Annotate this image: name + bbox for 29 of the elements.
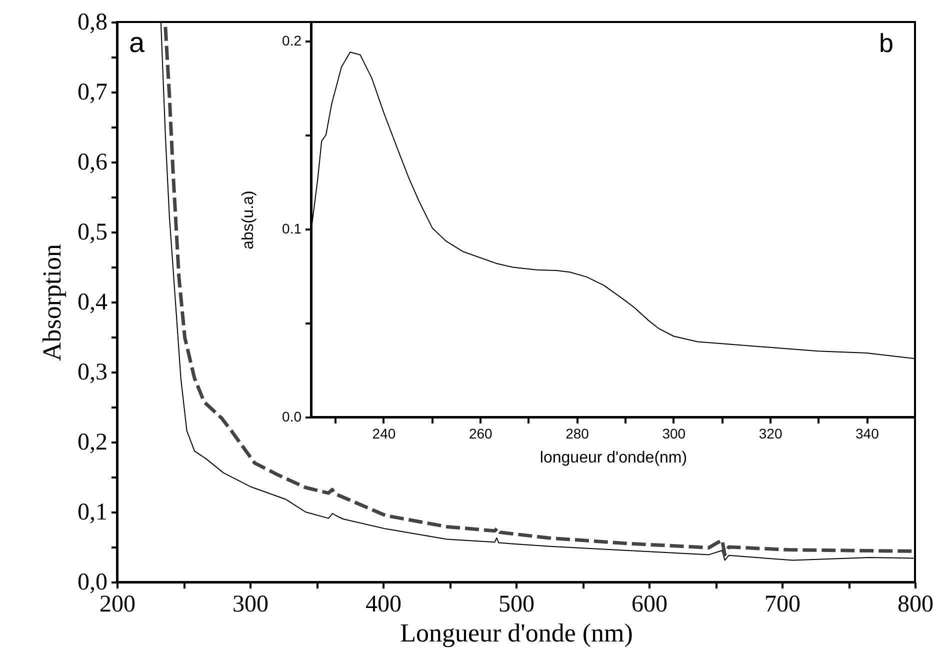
x-tick-label: 320 — [758, 426, 782, 442]
y-tick-label: 0,2 — [78, 430, 108, 456]
x-tick-label: 240 — [372, 426, 396, 442]
x-tick-label: 600 — [632, 592, 668, 618]
x-tick-label: 340 — [856, 426, 880, 442]
x-tick-label: 280 — [566, 426, 590, 442]
y-tick-label: 0.0 — [282, 408, 302, 424]
y-tick-label: 0.2 — [282, 32, 302, 48]
x-axis-title: Longueur d'onde (nm) — [400, 618, 633, 648]
x-tick-label: 800 — [898, 592, 934, 618]
x-tick-label: 300 — [232, 592, 268, 618]
y-tick-label: 0,1 — [78, 500, 108, 526]
annotation: b — [879, 28, 894, 58]
x-tick-label: 700 — [764, 592, 800, 618]
y-axis-title: abs(u.a) — [240, 190, 258, 250]
x-tick-label: 500 — [498, 592, 534, 618]
y-tick-label: 0,8 — [78, 10, 108, 36]
x-axis-title: longueur d'onde(nm) — [540, 450, 688, 466]
y-tick-label: 0,4 — [78, 290, 108, 316]
y-tick-label: 0,3 — [78, 360, 108, 386]
y-tick-label: 0,5 — [78, 220, 108, 246]
y-tick-label: 0,7 — [78, 80, 108, 106]
x-tick-label: 300 — [662, 426, 686, 442]
y-tick-label: 0.1 — [282, 220, 302, 236]
y-axis-title: Absorption — [38, 244, 66, 361]
annotation: a — [129, 27, 145, 58]
x-tick-label: 260 — [468, 426, 493, 442]
x-tick-label: 400 — [366, 592, 402, 618]
y-tick-label: 0,6 — [78, 150, 108, 176]
